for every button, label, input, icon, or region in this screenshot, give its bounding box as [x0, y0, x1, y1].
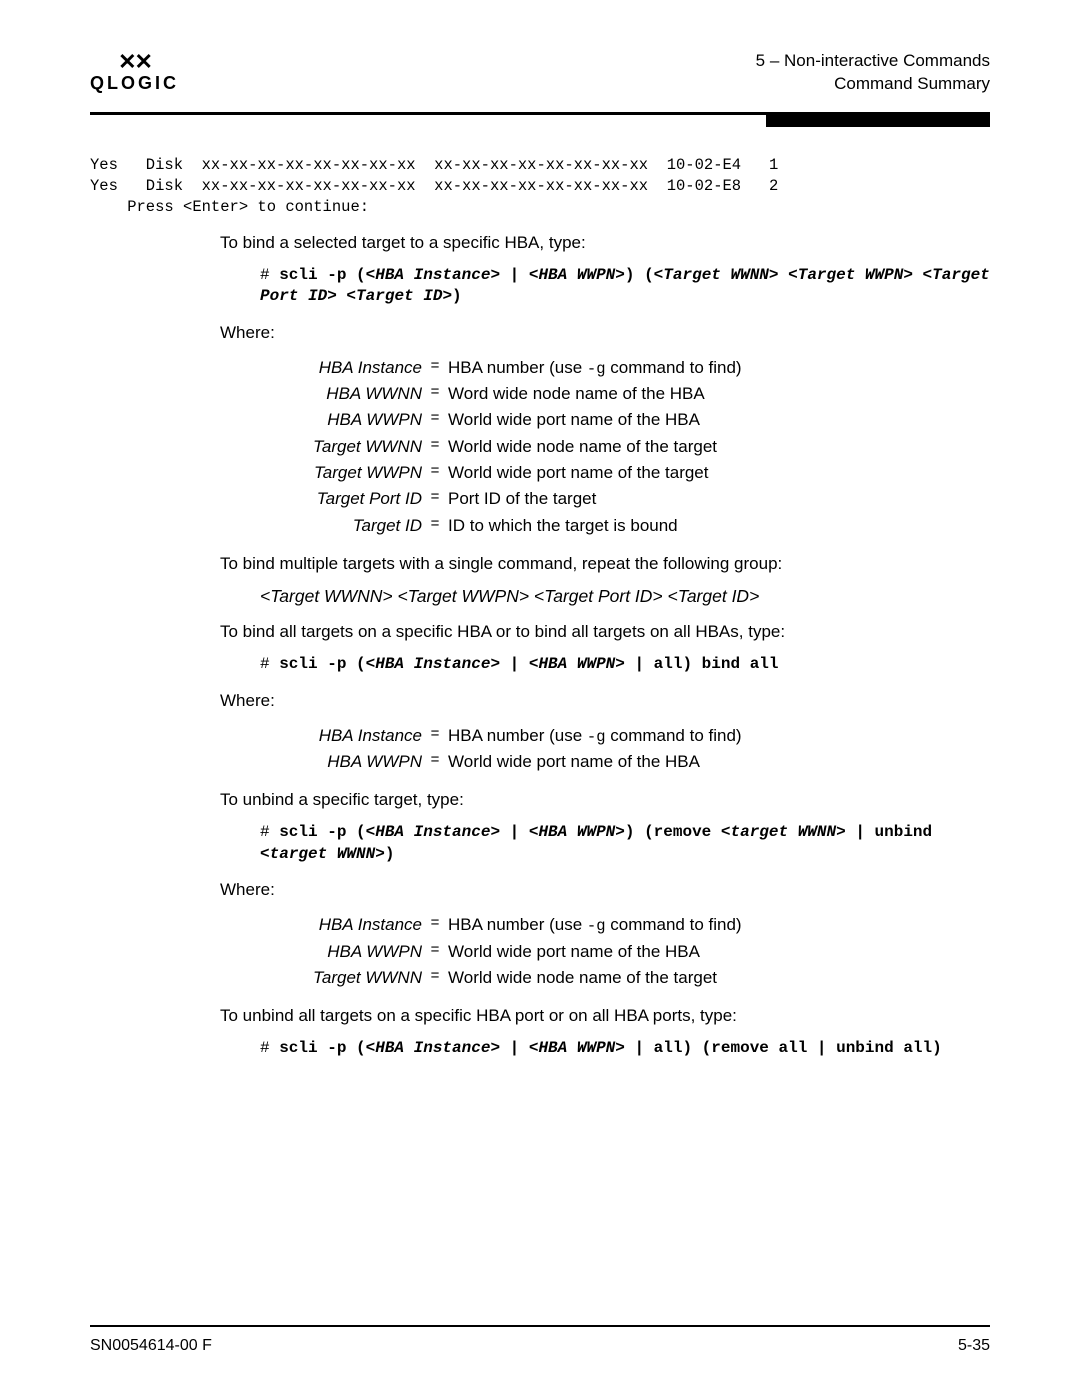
definition-desc: World wide port name of the HBA [448, 939, 700, 965]
definition-list-3: HBA Instance=HBA number (use -g command … [290, 912, 990, 991]
equals-sign: = [422, 486, 448, 512]
definition-term: Target WWNN [290, 434, 422, 460]
footer-docnum: SN0054614-00 F [90, 1337, 212, 1355]
definition-row: Target WWPN=World wide port name of the … [290, 460, 990, 486]
header-right: 5 – Non-interactive Commands Command Sum… [756, 50, 990, 96]
definition-desc: HBA number (use -g command to find) [448, 723, 742, 749]
equals-sign: = [422, 965, 448, 991]
syntax-group: <Target WWNN> <Target WWPN> <Target Port… [260, 586, 990, 607]
definition-term: HBA WWPN [290, 407, 422, 433]
definition-desc: ID to which the target is bound [448, 513, 678, 539]
definition-desc: Word wide node name of the HBA [448, 381, 705, 407]
definition-row: HBA Instance=HBA number (use -g command … [290, 355, 990, 381]
logo-text: QLOGIC [90, 73, 179, 93]
definition-term: Target WWNN [290, 965, 422, 991]
equals-sign: = [422, 749, 448, 775]
para-unbind-all: To unbind all targets on a specific HBA … [220, 1005, 990, 1028]
definition-term: Target Port ID [290, 486, 422, 512]
definition-term: HBA Instance [290, 912, 422, 938]
para-bind-target: To bind a selected target to a specific … [220, 232, 990, 255]
para-bind-multiple: To bind multiple targets with a single c… [220, 553, 990, 576]
definition-row: Target WWNN=World wide node name of the … [290, 434, 990, 460]
equals-sign: = [422, 381, 448, 407]
equals-sign: = [422, 723, 448, 749]
definition-desc: World wide port name of the HBA [448, 749, 700, 775]
equals-sign: = [422, 513, 448, 539]
definition-term: HBA WWNN [290, 381, 422, 407]
footer-rule [90, 1325, 990, 1327]
page-footer: SN0054614-00 F 5-35 [90, 1337, 990, 1355]
definition-row: Target ID=ID to which the target is boun… [290, 513, 990, 539]
definition-term: HBA Instance [290, 723, 422, 749]
header-section: Command Summary [756, 73, 990, 96]
logo-glyph: ✕✕ [90, 50, 179, 74]
definition-row: HBA WWPN=World wide port name of the HBA [290, 939, 990, 965]
where-label-3: Where: [220, 879, 990, 902]
definition-row: HBA WWPN=World wide port name of the HBA [290, 749, 990, 775]
definition-row: HBA Instance=HBA number (use -g command … [290, 912, 990, 938]
where-label-2: Where: [220, 690, 990, 713]
equals-sign: = [422, 434, 448, 460]
definition-list-2: HBA Instance=HBA number (use -g command … [290, 723, 990, 776]
definition-list-1: HBA Instance=HBA number (use -g command … [290, 355, 990, 539]
equals-sign: = [422, 355, 448, 381]
definition-desc: HBA number (use -g command to find) [448, 912, 742, 938]
equals-sign: = [422, 939, 448, 965]
definition-desc: World wide node name of the target [448, 434, 717, 460]
qlogic-logo: ✕✕ QLOGIC [90, 50, 179, 94]
definition-row: HBA WWPN=World wide port name of the HBA [290, 407, 990, 433]
cmd-bind-target: # scli -p (<HBA Instance> | <HBA WWPN>) … [260, 265, 990, 308]
cmd-bind-all: # scli -p (<HBA Instance> | <HBA WWPN> |… [260, 654, 990, 676]
terminal-output: Yes Disk xx-xx-xx-xx-xx-xx-xx-xx xx-xx-x… [90, 155, 990, 218]
where-label-1: Where: [220, 322, 990, 345]
header-chapter: 5 – Non-interactive Commands [756, 50, 990, 73]
definition-term: HBA WWPN [290, 749, 422, 775]
definition-term: HBA Instance [290, 355, 422, 381]
cmd-unbind-all: # scli -p (<HBA Instance> | <HBA WWPN> |… [260, 1038, 990, 1060]
equals-sign: = [422, 912, 448, 938]
definition-desc: World wide node name of the target [448, 965, 717, 991]
definition-row: HBA WWNN=Word wide node name of the HBA [290, 381, 990, 407]
definition-desc: World wide port name of the target [448, 460, 709, 486]
definition-row: HBA Instance=HBA number (use -g command … [290, 723, 990, 749]
footer-pagenum: 5-35 [958, 1337, 990, 1355]
definition-term: Target WWPN [290, 460, 422, 486]
definition-desc: HBA number (use -g command to find) [448, 355, 742, 381]
equals-sign: = [422, 460, 448, 486]
para-unbind-target: To unbind a specific target, type: [220, 789, 990, 812]
body-content: To bind a selected target to a specific … [220, 232, 990, 1060]
page-header: ✕✕ QLOGIC 5 – Non-interactive Commands C… [90, 50, 990, 106]
definition-term: Target ID [290, 513, 422, 539]
definition-row: Target Port ID=Port ID of the target [290, 486, 990, 512]
definition-term: HBA WWPN [290, 939, 422, 965]
equals-sign: = [422, 407, 448, 433]
thumb-tab [766, 115, 990, 127]
para-bind-all: To bind all targets on a specific HBA or… [220, 621, 990, 644]
definition-desc: Port ID of the target [448, 486, 596, 512]
definition-desc: World wide port name of the HBA [448, 407, 700, 433]
definition-row: Target WWNN=World wide node name of the … [290, 965, 990, 991]
cmd-unbind-target: # scli -p (<HBA Instance> | <HBA WWPN>) … [260, 822, 990, 865]
